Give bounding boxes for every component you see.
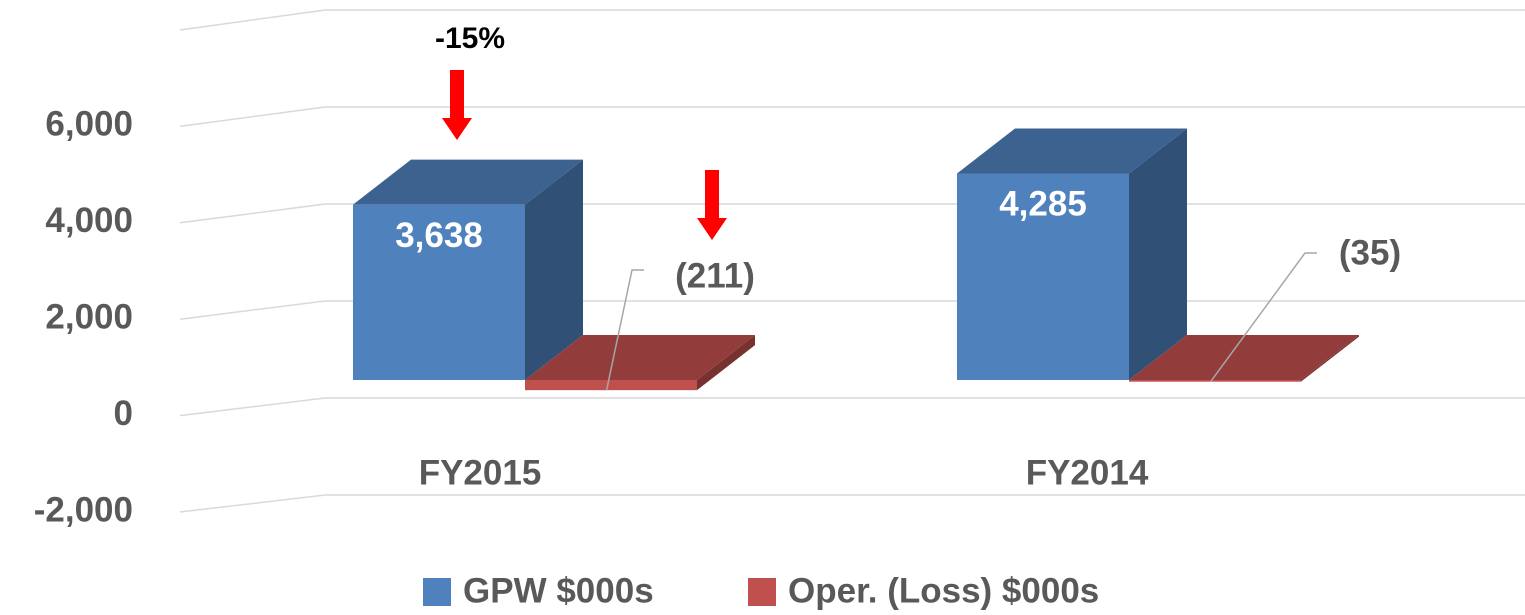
arrow	[697, 170, 727, 240]
legend-swatch	[748, 578, 776, 606]
grid	[179, 9, 1525, 513]
x-tick-label: FY2014	[1026, 453, 1149, 492]
bar-front	[525, 380, 697, 391]
y-tick-label: 6,000	[45, 105, 133, 144]
annotation: -15%	[435, 22, 505, 55]
y-tick-label: 2,000	[45, 297, 133, 336]
grid-line	[179, 494, 1525, 513]
bar-front	[1129, 380, 1301, 382]
bar-front	[353, 204, 525, 380]
bar-side	[697, 335, 755, 391]
legend-label: GPW $000s	[463, 571, 654, 610]
y-tick-label: 4,000	[45, 201, 133, 240]
bar-side	[525, 159, 583, 380]
bar-side	[1129, 128, 1187, 380]
leader-line	[605, 269, 644, 391]
bar-front	[957, 173, 1129, 380]
data-label: 4,285	[999, 185, 1087, 224]
data-label: (211)	[675, 256, 755, 295]
legend-swatch	[423, 578, 451, 606]
bar	[353, 159, 583, 380]
bar	[1129, 335, 1359, 382]
leader-line	[1209, 252, 1317, 383]
y-tick-label: -2,000	[34, 490, 133, 529]
bars	[353, 128, 1359, 391]
bar-top	[525, 335, 755, 380]
bar-top	[353, 159, 583, 205]
arrow	[442, 70, 472, 140]
legend-label: Oper. (Loss) $000s	[788, 571, 1099, 610]
data-label: 3,638	[395, 216, 483, 255]
x-tick-label: FY2015	[419, 453, 542, 492]
data-label: (35)	[1339, 233, 1401, 272]
bar-top	[957, 128, 1187, 174]
grid-line	[179, 397, 1525, 417]
bar-side	[1301, 335, 1359, 382]
grid-line	[179, 106, 1525, 128]
bar-top	[1129, 335, 1359, 380]
bar	[525, 335, 755, 391]
bar	[957, 128, 1187, 380]
y-tick-label: 0	[114, 394, 133, 433]
grid-line	[179, 9, 1525, 31]
